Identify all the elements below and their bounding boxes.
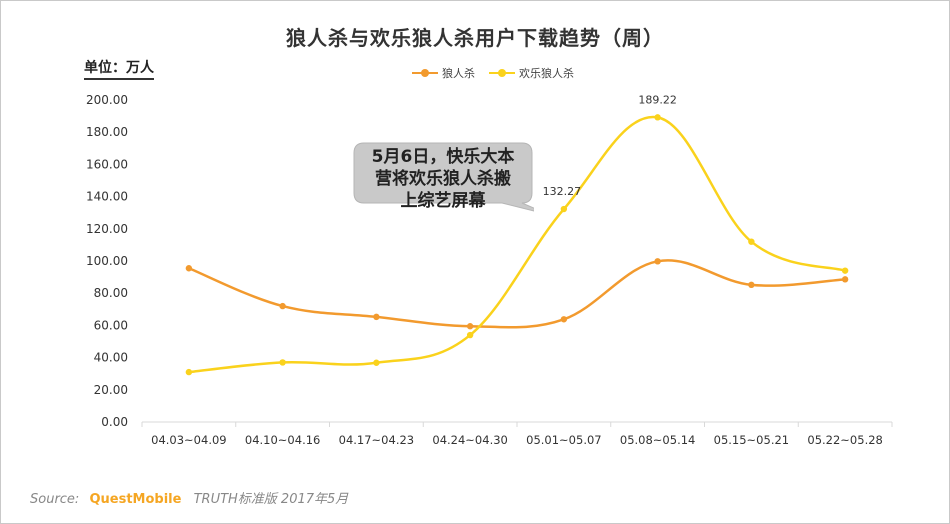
y-tick-label: 40.00 [94,351,128,365]
series-line-2 [188,115,846,374]
data-point-series-1 [654,258,661,265]
y-tick-label: 160.00 [86,157,128,171]
source-note: Source: QuestMobile TRUTH标准版 2017年5月 [30,488,348,507]
series-line-1 [188,259,846,329]
x-tick-label: 04.10~04.16 [245,433,320,447]
unit-label: 单位：万人 [84,57,154,80]
chart-legend: 狼人杀 欢乐狼人杀 [412,65,574,81]
y-tick-label: 20.00 [94,383,128,397]
source-prefix: Source: [30,492,80,507]
callout-line-3: 上综艺屏幕 [400,191,486,211]
data-point-series-1 [373,313,380,321]
data-point-series-2 [841,267,849,274]
legend-label-series-2: 欢乐狼人杀 [519,67,574,80]
legend-label-series-1: 狼人杀 [442,67,475,80]
data-point-series-2 [185,368,193,376]
x-tick-label: 05.15~05.21 [714,433,789,447]
data-point-series-1 [841,276,849,283]
legend-swatch-series-2 [489,68,515,78]
data-point-series-2 [560,205,568,213]
y-tick-label: 0.00 [101,415,128,429]
data-point-series-1 [748,281,755,289]
x-tick-label: 04.24~04.30 [432,433,507,447]
data-label: 189.22 [638,93,677,106]
callout-line-2: 营将欢乐狼人杀搬 [375,169,511,189]
y-tick-label: 200.00 [86,93,128,107]
data-point-series-2 [373,359,380,366]
x-tick-label: 04.17~04.23 [339,433,414,447]
data-point-series-2 [466,331,474,339]
source-rest: TRUTH标准版 2017年5月 [193,492,349,507]
y-tick-label: 60.00 [94,318,128,332]
chart-title: 狼人杀与欢乐狼人杀用户下载趋势（周） [286,26,664,50]
y-tick-label: 120.00 [86,222,128,236]
callout-text: 5月6日，快乐大本 营将欢乐狼人杀搬 上综艺屏幕 [352,146,534,212]
data-point-series-2 [654,114,661,121]
legend-item-series-1: 狼人杀 [412,65,475,81]
callout-bubble [353,142,534,212]
y-tick-label: 80.00 [94,286,128,300]
legend-swatch-series-1 [412,68,438,78]
source-brand: QuestMobile [89,492,182,507]
data-point-series-1 [560,316,568,323]
data-point-series-1 [185,265,193,272]
y-tick-label: 180.00 [86,125,128,139]
data-point-series-2 [748,238,755,245]
y-tick-label: 140.00 [86,190,128,204]
y-tick-label: 100.00 [86,254,128,268]
x-tick-label: 05.22~05.28 [807,433,882,447]
data-point-series-1 [279,302,286,310]
x-tick-label: 04.03~04.09 [151,433,226,447]
data-label: 132.27 [543,185,582,198]
data-point-series-1 [466,323,474,330]
x-tick-label: 05.08~05.14 [620,433,695,447]
legend-item-series-2: 欢乐狼人杀 [489,65,574,81]
x-tick-label: 05.01~05.07 [526,433,601,447]
callout-line-1: 5月6日，快乐大本 [371,147,515,167]
data-point-series-2 [279,359,286,366]
